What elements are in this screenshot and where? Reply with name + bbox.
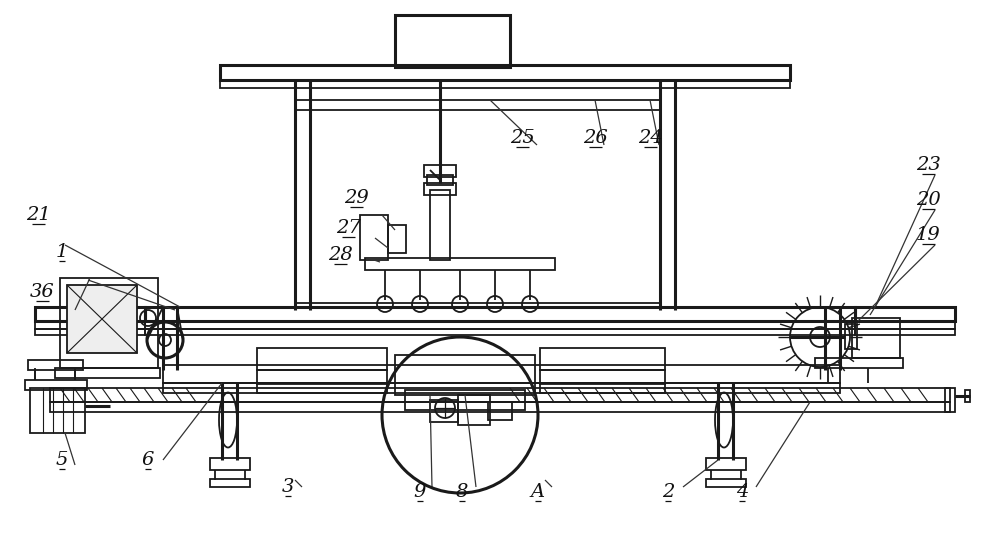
Bar (25, 380, 87, 390)
Bar (815, 358, 903, 368)
Text: 26: 26 (583, 129, 607, 147)
Bar (424, 165, 456, 177)
Text: A: A (531, 483, 545, 501)
Bar (220, 65, 790, 80)
Text: 4: 4 (736, 483, 748, 501)
Bar (163, 383, 840, 393)
Text: 27: 27 (336, 219, 360, 237)
Bar (257, 370, 387, 384)
Bar (855, 321, 955, 329)
Bar (145, 307, 855, 321)
Text: 28: 28 (328, 246, 352, 264)
Bar (706, 479, 746, 487)
Bar (30, 388, 85, 433)
Bar (388, 225, 406, 253)
Bar (35, 321, 145, 329)
Text: 8: 8 (456, 483, 468, 501)
Bar (210, 458, 250, 470)
Bar (35, 307, 145, 321)
Bar (845, 324, 857, 349)
Bar (540, 383, 665, 393)
Text: 1: 1 (56, 243, 68, 261)
Bar (706, 458, 746, 470)
Bar (60, 278, 158, 368)
Bar (145, 321, 855, 329)
Bar (163, 365, 840, 383)
Bar (395, 15, 510, 67)
Bar (295, 100, 660, 110)
Bar (295, 303, 661, 308)
Bar (855, 307, 955, 321)
Bar (424, 183, 456, 195)
Bar (540, 348, 665, 370)
Bar (50, 402, 950, 412)
Text: 9: 9 (414, 483, 426, 501)
Bar (145, 329, 855, 335)
Bar (458, 395, 490, 425)
Bar (395, 355, 535, 395)
Bar (945, 388, 955, 412)
Bar (365, 258, 555, 270)
Bar (430, 190, 450, 260)
Text: 25: 25 (510, 129, 534, 147)
Bar (35, 329, 145, 335)
Bar (55, 368, 160, 378)
Text: 20: 20 (916, 191, 940, 209)
Text: 36: 36 (30, 283, 54, 301)
Text: 21: 21 (26, 206, 50, 224)
Text: 3: 3 (282, 478, 294, 496)
Bar (427, 175, 453, 185)
Bar (210, 479, 250, 487)
Bar (488, 402, 512, 420)
Text: 2: 2 (662, 483, 674, 501)
Text: 23: 23 (916, 156, 940, 174)
Bar (540, 370, 665, 384)
Bar (430, 400, 458, 422)
Bar (28, 360, 83, 370)
Text: 29: 29 (344, 189, 368, 207)
Bar (67, 285, 137, 353)
Bar (965, 390, 970, 402)
Text: 24: 24 (638, 129, 662, 147)
Bar (257, 383, 387, 393)
Bar (855, 329, 955, 335)
Bar (257, 348, 387, 370)
Bar (50, 388, 950, 402)
Text: 5: 5 (56, 451, 68, 469)
Bar (360, 215, 388, 260)
Bar (852, 318, 900, 358)
Text: 19: 19 (916, 226, 940, 244)
Text: 6: 6 (142, 451, 154, 469)
Bar (405, 390, 525, 410)
Bar (220, 80, 790, 88)
